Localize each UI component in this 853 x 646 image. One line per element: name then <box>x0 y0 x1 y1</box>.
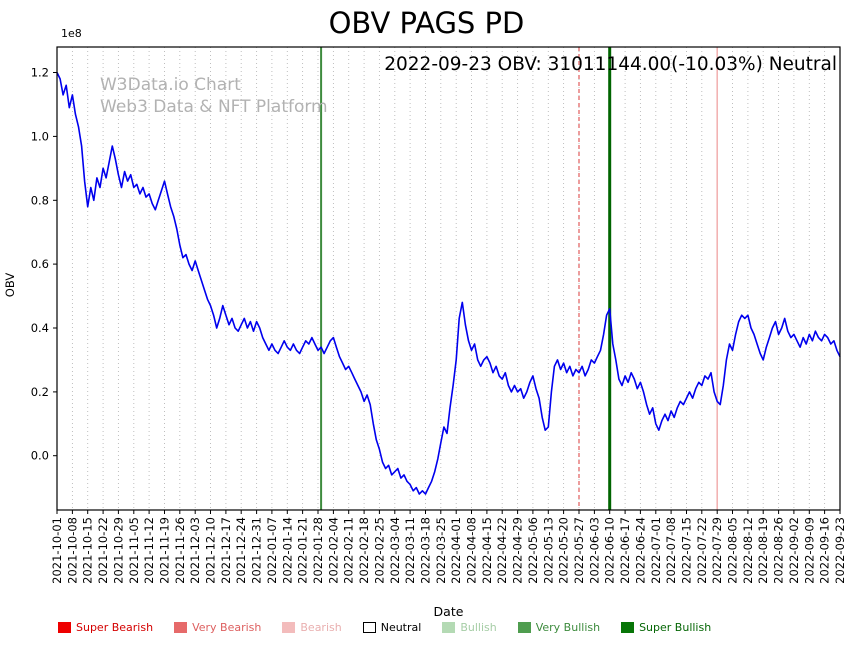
x-tick-label: 2022-01-14 <box>280 517 294 584</box>
x-axis-label: Date <box>433 604 464 619</box>
obv-series <box>56 72 841 495</box>
chart-title: OBV PAGS PD <box>328 6 525 40</box>
x-tick-label: 2022-01-07 <box>265 517 279 584</box>
legend-swatch <box>362 622 376 633</box>
x-tick-label: 2021-12-31 <box>250 517 264 584</box>
legend-item-bullish: Bullish <box>442 621 497 634</box>
x-tick-label: 2021-12-10 <box>204 517 218 584</box>
plot-border <box>56 46 841 511</box>
x-tick-label: 2022-06-17 <box>618 517 632 584</box>
legend-item-super-bullish: Super Bullish <box>621 621 711 634</box>
legend-label: Very Bearish <box>192 621 262 634</box>
x-tick-label: 2021-11-12 <box>142 517 156 584</box>
watermark-line2: Web3 Data & NFT Platform <box>100 97 328 117</box>
x-tick-label: 2022-07-22 <box>695 517 709 584</box>
x-tick-label: 2022-01-21 <box>296 517 310 584</box>
x-tick-label: 2022-08-05 <box>726 517 740 584</box>
legend-item-super-bearish: Super Bearish <box>58 621 153 634</box>
legend-item-bearish: Bearish <box>282 621 342 634</box>
x-tick-label: 2022-04-15 <box>480 517 494 584</box>
x-tick-label: 2022-03-25 <box>434 517 448 584</box>
legend-swatch <box>58 622 71 633</box>
x-tick-label: 2022-08-26 <box>772 517 786 584</box>
x-tick-label: 2022-03-11 <box>403 517 417 584</box>
x-tick-label: 2021-10-22 <box>96 517 110 584</box>
legend-swatch <box>442 622 456 633</box>
x-tick-label: 2022-06-24 <box>633 517 647 584</box>
x-tick-label: 2022-07-01 <box>649 517 663 584</box>
x-tick-label: 2022-07-08 <box>664 517 678 584</box>
x-tick-label: 2022-09-09 <box>802 517 816 584</box>
x-tick-label: 2022-05-27 <box>572 517 586 584</box>
legend-swatch <box>517 622 531 633</box>
legend-item-very-bullish: Very Bullish <box>517 621 601 634</box>
x-tick-label: 2022-08-19 <box>756 517 770 584</box>
x-tick-label: 2022-02-11 <box>342 517 356 584</box>
legend-label: Bullish <box>460 621 497 634</box>
watermark-line1: W3Data.io Chart <box>100 75 241 95</box>
legend-label: Neutral <box>380 621 422 634</box>
x-tick-label: 2022-08-12 <box>741 517 755 584</box>
latest-value-annotation: 2022-09-23 OBV: 31011144.00(-10.03%) Neu… <box>384 54 837 75</box>
y-axis-offset-label: 1e8 <box>61 27 82 40</box>
y-tick-label: 1.0 <box>31 129 49 143</box>
x-tick-label: 2022-03-04 <box>388 517 402 584</box>
x-tick-label: 2022-07-29 <box>710 517 724 584</box>
legend-label: Super Bearish <box>76 621 154 634</box>
x-tick-label: 2021-12-17 <box>219 517 233 584</box>
x-tick-label: 2022-03-18 <box>419 517 433 584</box>
legend-swatch <box>282 622 296 633</box>
chart-canvas: 2021-10-01 2021-10-08 2021-10-15 2021-10-22… <box>31 46 847 584</box>
x-tick-label: 2021-12-24 <box>234 517 248 584</box>
x-tick-label: 2022-05-06 <box>526 517 540 584</box>
x-tick-label: 2021-10-01 <box>50 517 64 584</box>
x-tick-label: 2021-10-08 <box>65 517 79 584</box>
x-tick-label: 2021-12-03 <box>188 517 202 584</box>
x-tick-label: 2022-05-13 <box>541 517 555 584</box>
x-tick-label: 2021-11-05 <box>127 517 141 584</box>
legend-item-neutral: Neutral <box>362 621 422 634</box>
x-tick-label: 2022-09-16 <box>818 517 832 584</box>
y-tick-label: 0.6 <box>31 257 49 271</box>
x-tick-label: 2021-11-19 <box>158 517 172 584</box>
watermark: W3Data.io Chart Web3 Data & NFT Platform <box>100 74 328 118</box>
y-tick-label: 0.4 <box>31 321 49 335</box>
y-tick-label: 1.2 <box>31 66 49 80</box>
x-tick-label: 2022-04-22 <box>495 517 509 584</box>
x-tick-label: 2022-02-04 <box>326 517 340 584</box>
legend-item-very-bearish: Very Bearish <box>174 621 261 634</box>
legend-swatch <box>621 622 635 633</box>
y-axis-label: OBV <box>3 272 18 298</box>
x-tick-label: 2022-05-20 <box>557 517 571 584</box>
x-tick-label: 2022-01-28 <box>311 517 325 584</box>
x-tick-label: 2022-09-02 <box>787 517 801 584</box>
y-tick-label: 0.0 <box>31 449 49 463</box>
x-tick-label: 2022-02-18 <box>357 517 371 584</box>
y-tick-label: 0.8 <box>31 193 49 207</box>
x-tick-label: 2021-10-15 <box>81 517 95 584</box>
legend-label: Super Bullish <box>639 621 712 634</box>
x-tick-label: 2021-10-29 <box>111 517 125 584</box>
x-tick-label: 2022-04-29 <box>511 517 525 584</box>
legend-label: Bearish <box>300 621 342 634</box>
legend-swatch <box>174 622 188 633</box>
y-tick-label: 0.2 <box>31 385 49 399</box>
x-tick-label: 2022-04-08 <box>465 517 479 584</box>
x-tick-label: 2021-11-26 <box>173 517 187 584</box>
legend: Super Bearish Very Bearish Bearish Neutral B… <box>58 621 711 634</box>
x-tick-label: 2022-06-03 <box>587 517 601 584</box>
x-tick-label: 2022-06-10 <box>603 517 617 584</box>
x-tick-label: 2022-09-23 <box>833 517 847 584</box>
x-tick-label: 2022-02-25 <box>372 517 386 584</box>
x-tick-label: 2022-04-01 <box>449 517 463 584</box>
legend-label: Very Bullish <box>535 621 601 634</box>
x-tick-label: 2022-07-15 <box>680 517 694 584</box>
